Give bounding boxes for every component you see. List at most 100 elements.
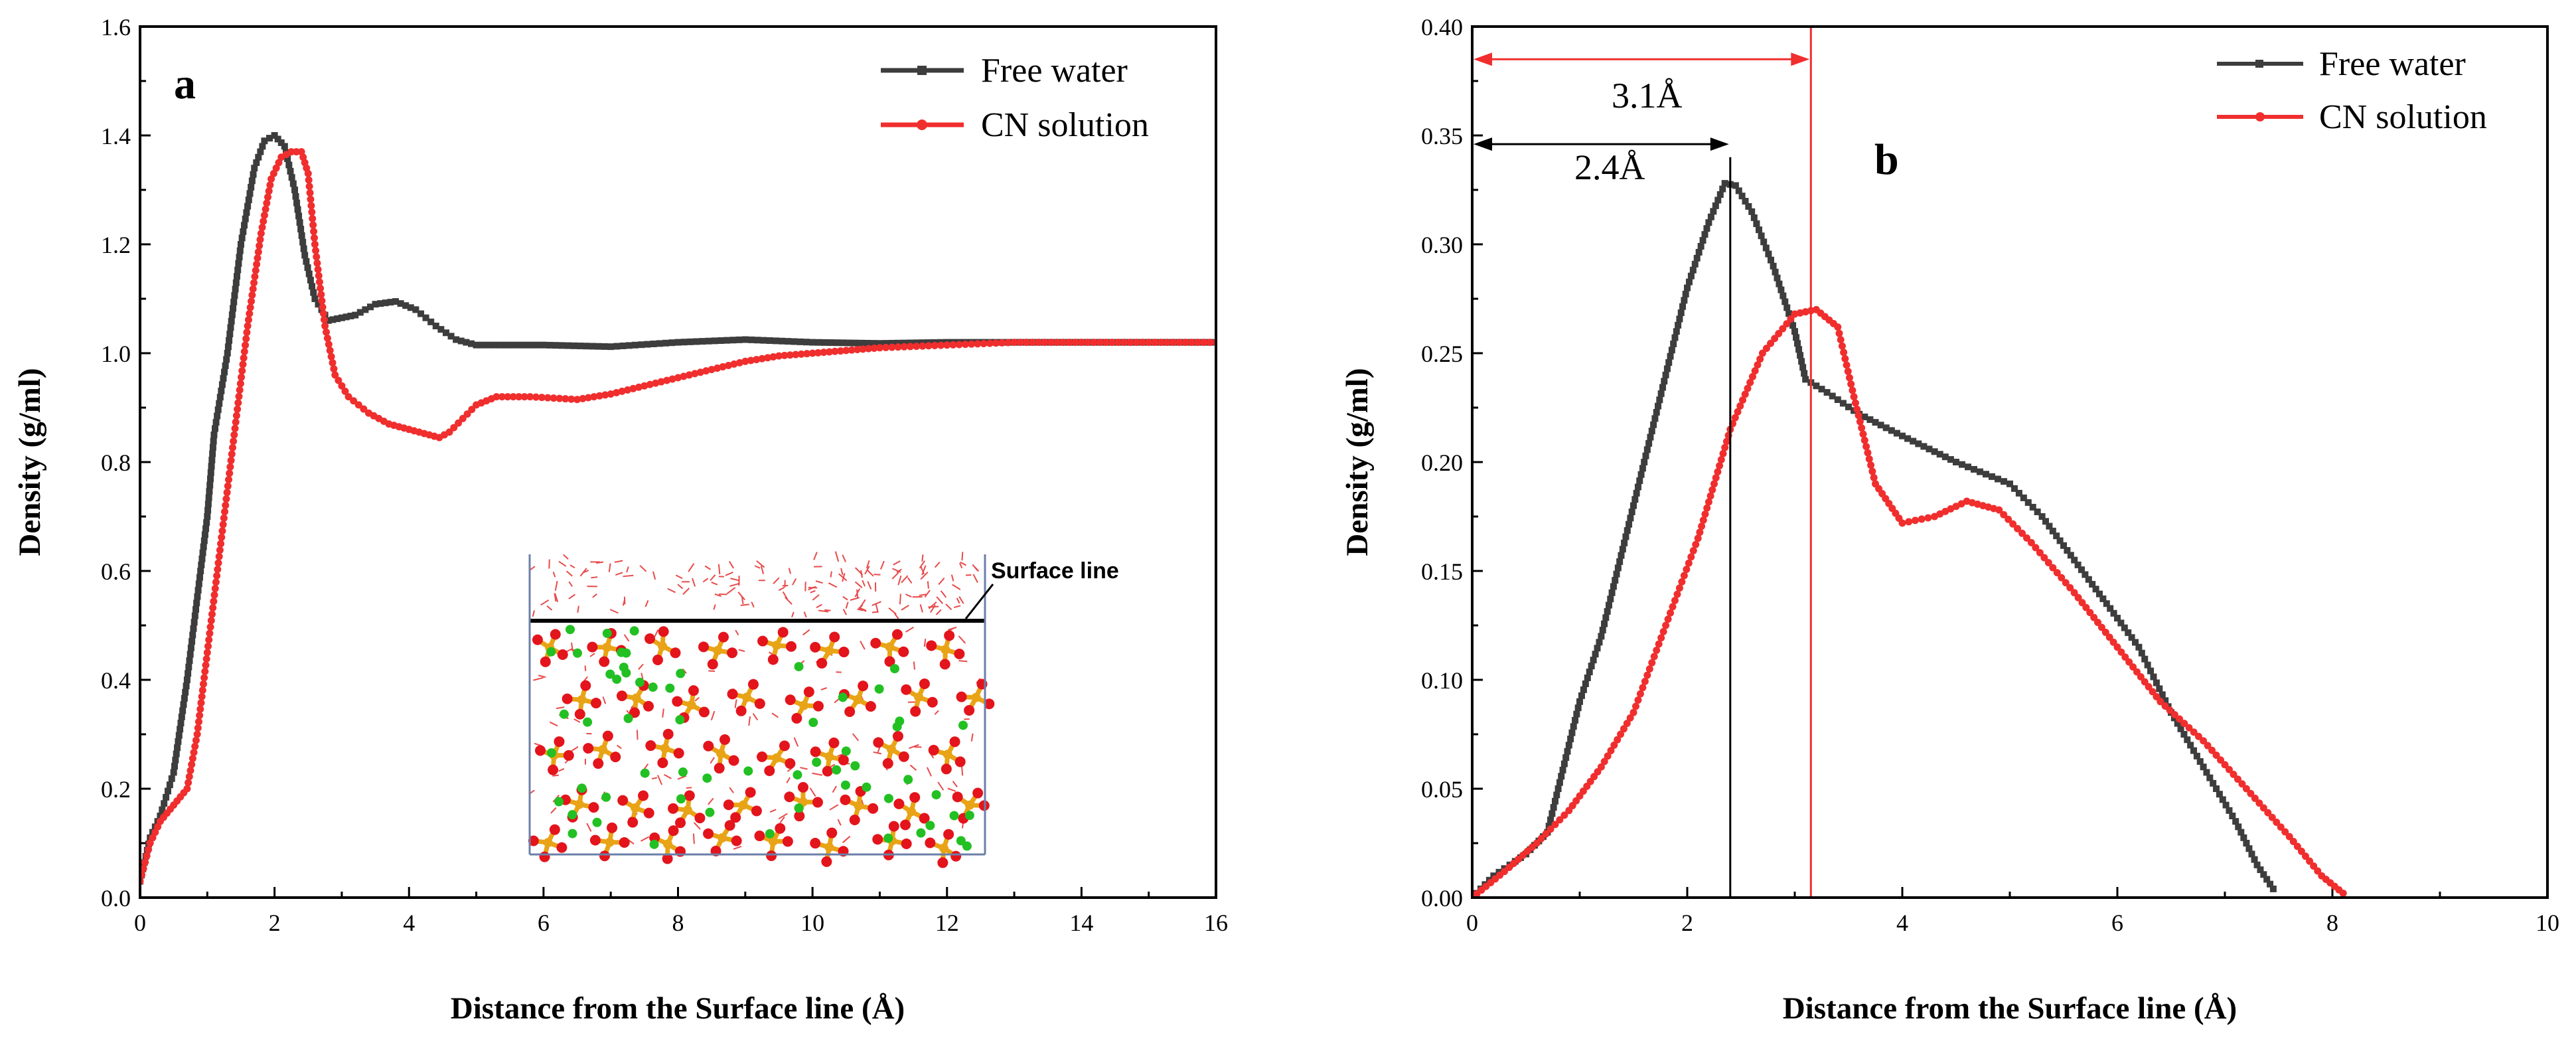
chloride-ion [862, 782, 871, 792]
data-point [2204, 742, 2212, 750]
legend-b-cn-solution-marker [2255, 112, 2265, 121]
data-point [931, 341, 939, 349]
data-point [194, 718, 202, 726]
data-point [189, 638, 196, 645]
water-molecule [875, 604, 879, 613]
data-point [210, 591, 218, 599]
data-point [187, 651, 194, 658]
data-point [906, 343, 914, 351]
data-point [146, 839, 154, 847]
data-point [2090, 613, 2098, 621]
water-molecule [866, 560, 870, 569]
data-point [2289, 838, 2297, 846]
chloride-ion [962, 841, 972, 851]
water-molecule [834, 551, 840, 562]
water-molecule [800, 767, 808, 770]
data-point [1675, 321, 1682, 329]
data-point [1657, 634, 1665, 642]
data-point [2185, 724, 2193, 732]
data-point [206, 629, 214, 637]
data-point [2121, 653, 2129, 661]
data-point [691, 370, 699, 378]
data-point [1041, 339, 1049, 347]
data-point [708, 366, 716, 374]
data-point [1634, 483, 1641, 491]
data-point [1687, 553, 1695, 561]
water-molecule [682, 588, 690, 595]
data-point [1758, 349, 1766, 357]
annotation-2-4-label: 2.4Å [1574, 147, 1645, 187]
y-tick-label: 1.4 [101, 123, 131, 149]
panel-b-label: b [1874, 135, 1899, 184]
water-molecule [760, 566, 765, 574]
water-molecule [738, 649, 745, 653]
data-point [1613, 570, 1620, 578]
data-point [310, 228, 318, 236]
oxygen-atom [728, 755, 739, 766]
data-point [779, 337, 786, 345]
data-point [1734, 408, 1742, 416]
chloride-ion [850, 761, 860, 771]
data-point [397, 300, 404, 307]
data-point [613, 343, 621, 350]
data-point [272, 164, 280, 172]
water-molecule [589, 653, 595, 657]
data-point [240, 228, 247, 235]
data-point [754, 337, 761, 344]
oxygen-atom [870, 637, 881, 649]
oxygen-atom [944, 630, 955, 641]
y-tick-label: 0.0 [101, 885, 131, 912]
data-point [366, 303, 374, 311]
data-point [149, 834, 157, 842]
oxygen-atom [616, 690, 627, 702]
data-point [185, 670, 192, 677]
chloride-ion [964, 811, 974, 821]
data-point [900, 343, 908, 351]
data-point [329, 316, 337, 323]
data-point [1779, 325, 1787, 333]
data-point [618, 387, 626, 395]
phosphorus-atom [631, 803, 641, 813]
panel-a-frame [139, 25, 1217, 899]
data-point [814, 349, 822, 357]
data-point [1614, 564, 1622, 572]
y-tick-label: 0.00 [1421, 885, 1463, 912]
data-point [140, 864, 147, 872]
data-point [711, 337, 718, 345]
data-point [797, 350, 805, 358]
oxygen-atom [865, 701, 876, 712]
data-point [601, 343, 608, 350]
panel-a-x-axis-label: Distance from the Surface line (Å) [451, 991, 905, 1026]
data-point [1851, 399, 1859, 407]
data-point [201, 531, 208, 538]
data-point [218, 381, 226, 388]
data-point [815, 339, 822, 346]
chloride-ion [743, 766, 753, 776]
water-molecule [652, 571, 656, 580]
data-point [595, 343, 602, 350]
data-point [1553, 791, 1560, 799]
data-point [735, 359, 743, 366]
data-point [2277, 823, 2285, 831]
data-point [1768, 256, 1774, 264]
data-point [334, 315, 341, 323]
oxygen-atom [652, 655, 663, 666]
water-molecule [860, 640, 866, 650]
data-point [1608, 589, 1616, 596]
data-point [1627, 515, 1634, 522]
data-point [1120, 339, 1128, 347]
data-point [1835, 329, 1843, 337]
data-point [1596, 639, 1603, 646]
data-point [870, 340, 877, 347]
data-point [195, 580, 202, 588]
oxygen-atom [727, 688, 738, 700]
data-point [1570, 723, 1577, 730]
water-molecule [664, 773, 672, 779]
oxygen-atom [643, 807, 654, 819]
water-molecule [756, 560, 765, 568]
data-point [271, 132, 278, 139]
data-point [827, 339, 834, 347]
data-point [293, 148, 301, 156]
oxygen-atom [882, 758, 893, 769]
